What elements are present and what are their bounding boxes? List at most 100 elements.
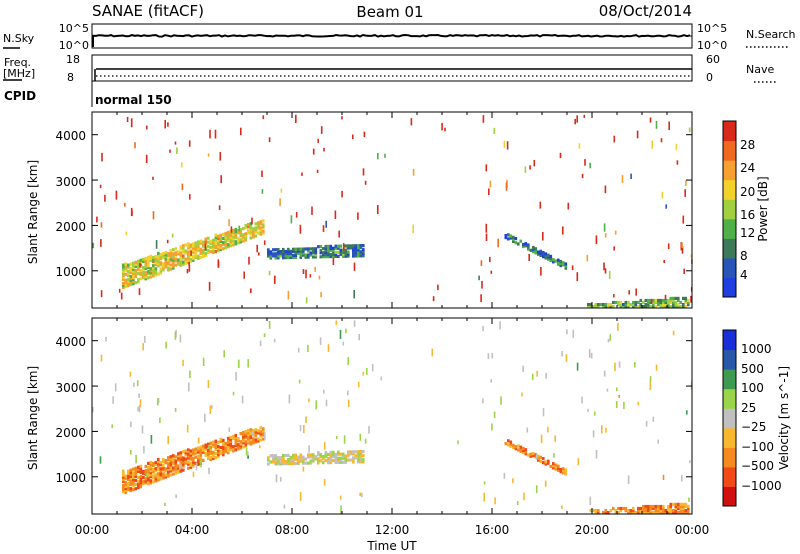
echo-cell bbox=[243, 271, 245, 279]
echo-cell bbox=[319, 455, 323, 459]
echo-cell bbox=[590, 352, 593, 359]
echo-cell bbox=[134, 478, 138, 483]
echo-cell bbox=[186, 268, 189, 274]
echo-cell bbox=[209, 245, 213, 249]
echo-cell bbox=[562, 471, 565, 475]
echo-cell bbox=[157, 398, 159, 406]
echo-cell bbox=[122, 489, 125, 494]
echo-cell bbox=[564, 472, 568, 476]
echo-cell bbox=[149, 258, 153, 263]
echo-cell bbox=[174, 471, 178, 475]
echo-cell bbox=[152, 272, 155, 276]
echo-cell bbox=[531, 373, 534, 380]
echo-cell bbox=[227, 438, 230, 443]
echo-cell bbox=[157, 476, 160, 480]
echo-cell bbox=[124, 476, 128, 480]
echo-cell bbox=[239, 230, 243, 234]
echo-cell bbox=[519, 239, 523, 243]
echo-cell bbox=[137, 267, 140, 272]
echo-cell bbox=[684, 502, 688, 506]
echo-cell bbox=[302, 455, 305, 459]
echo-cell bbox=[249, 434, 253, 438]
echo-cell bbox=[184, 451, 188, 455]
echo-cell bbox=[334, 458, 338, 462]
echo-cell bbox=[552, 464, 555, 468]
echo-cell bbox=[603, 262, 605, 271]
echo-cell bbox=[189, 453, 193, 457]
echo-cell bbox=[179, 453, 183, 457]
echo-cell bbox=[167, 122, 169, 127]
echo-cell bbox=[651, 140, 653, 149]
echo-cell bbox=[302, 461, 305, 465]
echo-cell bbox=[294, 247, 298, 251]
echo-cell bbox=[663, 259, 665, 263]
echo-cell bbox=[154, 254, 158, 259]
echo-cell bbox=[234, 442, 238, 446]
echo-cell bbox=[594, 305, 598, 309]
echo-cell bbox=[223, 350, 225, 358]
echo-cell bbox=[262, 219, 265, 223]
echo-cell bbox=[238, 225, 241, 232]
echo-cell bbox=[139, 277, 143, 281]
echo-cell bbox=[237, 237, 240, 241]
echo-cell bbox=[179, 451, 183, 455]
echo-cell bbox=[189, 455, 193, 459]
echo-cell bbox=[172, 254, 175, 258]
echo-cell bbox=[303, 425, 305, 434]
echo-cell bbox=[662, 298, 665, 303]
echo-cell bbox=[159, 255, 163, 259]
echo-cell bbox=[199, 241, 203, 245]
echo-cell bbox=[359, 460, 363, 464]
echo-cell bbox=[522, 446, 525, 450]
echo-cell bbox=[259, 228, 263, 232]
echo-cell bbox=[154, 271, 158, 275]
echo-cell bbox=[287, 251, 290, 256]
echo-cell bbox=[299, 255, 303, 259]
echo-cell bbox=[284, 249, 288, 254]
echo-cell bbox=[644, 509, 648, 513]
echo-cell bbox=[506, 141, 509, 150]
echo-cell bbox=[262, 433, 265, 437]
echo-cell bbox=[309, 461, 313, 465]
echo-cell bbox=[139, 273, 143, 277]
echo-cell bbox=[289, 461, 293, 466]
echo-cell bbox=[485, 223, 488, 233]
echo-cell bbox=[527, 247, 530, 251]
station-title: SANAE (fitACF) bbox=[92, 2, 204, 20]
echo-cell bbox=[122, 479, 125, 483]
echo-cell bbox=[147, 266, 150, 270]
echo-cell bbox=[647, 300, 650, 305]
echo-cell bbox=[197, 462, 200, 466]
echo-cell bbox=[224, 233, 228, 237]
echo-cell bbox=[149, 269, 153, 273]
echo-cell bbox=[669, 504, 673, 509]
echo-cell bbox=[137, 261, 140, 265]
echo-cell bbox=[354, 244, 358, 248]
echo-cell bbox=[606, 388, 609, 392]
echo-cell bbox=[239, 442, 243, 446]
echo-cell bbox=[134, 487, 138, 491]
echo-cell bbox=[684, 296, 688, 300]
echo-cell bbox=[189, 463, 193, 467]
echo-cell bbox=[212, 450, 215, 454]
echo-cell bbox=[526, 427, 529, 433]
echo-cell bbox=[493, 411, 496, 418]
echo-cell bbox=[217, 238, 220, 242]
echo-cell bbox=[571, 265, 574, 270]
echo-cell bbox=[244, 232, 248, 236]
echo-cell bbox=[207, 240, 210, 244]
echo-cell bbox=[129, 489, 133, 493]
echo-cell bbox=[167, 258, 170, 262]
echo-cell bbox=[179, 459, 183, 463]
echo-cell bbox=[227, 230, 230, 234]
echo-cell bbox=[329, 248, 333, 252]
echo-cell bbox=[238, 359, 240, 369]
echo-cell bbox=[139, 271, 143, 275]
echo-cell bbox=[685, 180, 687, 186]
echo-cell bbox=[267, 250, 270, 254]
echo-cell bbox=[244, 238, 248, 242]
echo-cell bbox=[194, 243, 198, 247]
echo-cell bbox=[669, 502, 673, 506]
echo-cell bbox=[662, 303, 665, 307]
echo-cell bbox=[559, 152, 562, 159]
